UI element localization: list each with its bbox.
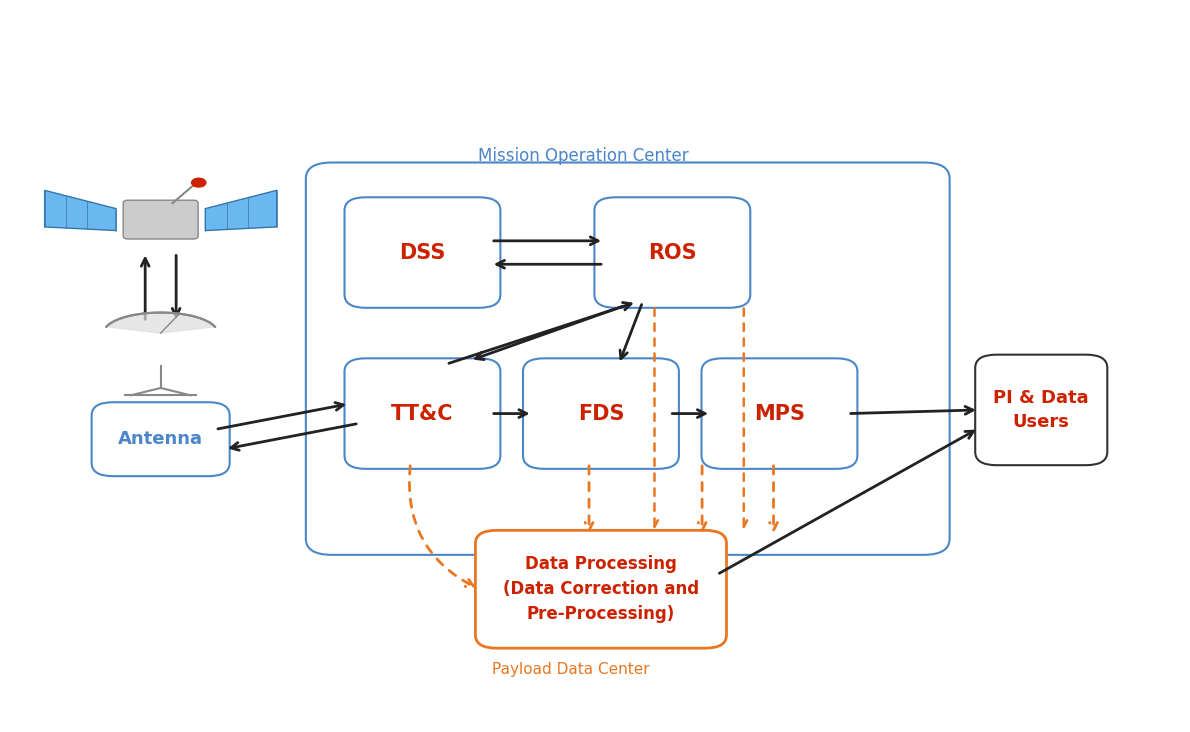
FancyBboxPatch shape <box>595 197 750 307</box>
FancyBboxPatch shape <box>306 163 950 555</box>
FancyBboxPatch shape <box>345 197 500 307</box>
FancyBboxPatch shape <box>976 354 1108 466</box>
Text: Payload Data Center: Payload Data Center <box>493 662 650 677</box>
Text: TT&C: TT&C <box>392 403 453 424</box>
FancyBboxPatch shape <box>92 403 230 476</box>
Polygon shape <box>206 190 276 231</box>
FancyBboxPatch shape <box>702 359 857 469</box>
Text: Data Processing
(Data Correction and
Pre-Processing): Data Processing (Data Correction and Pre… <box>503 556 699 623</box>
Text: FDS: FDS <box>577 403 625 424</box>
Text: Antenna: Antenna <box>118 430 203 448</box>
FancyBboxPatch shape <box>345 359 500 469</box>
Text: DSS: DSS <box>400 242 445 263</box>
Polygon shape <box>45 190 117 231</box>
Polygon shape <box>106 313 215 333</box>
Text: MPS: MPS <box>754 403 804 424</box>
Text: PI & Data
Users: PI & Data Users <box>994 389 1089 430</box>
FancyBboxPatch shape <box>476 530 726 649</box>
Text: ROS: ROS <box>649 242 696 263</box>
Circle shape <box>192 178 206 187</box>
Text: Mission Operation Center: Mission Operation Center <box>478 146 688 165</box>
FancyBboxPatch shape <box>524 359 678 469</box>
FancyBboxPatch shape <box>124 200 199 239</box>
